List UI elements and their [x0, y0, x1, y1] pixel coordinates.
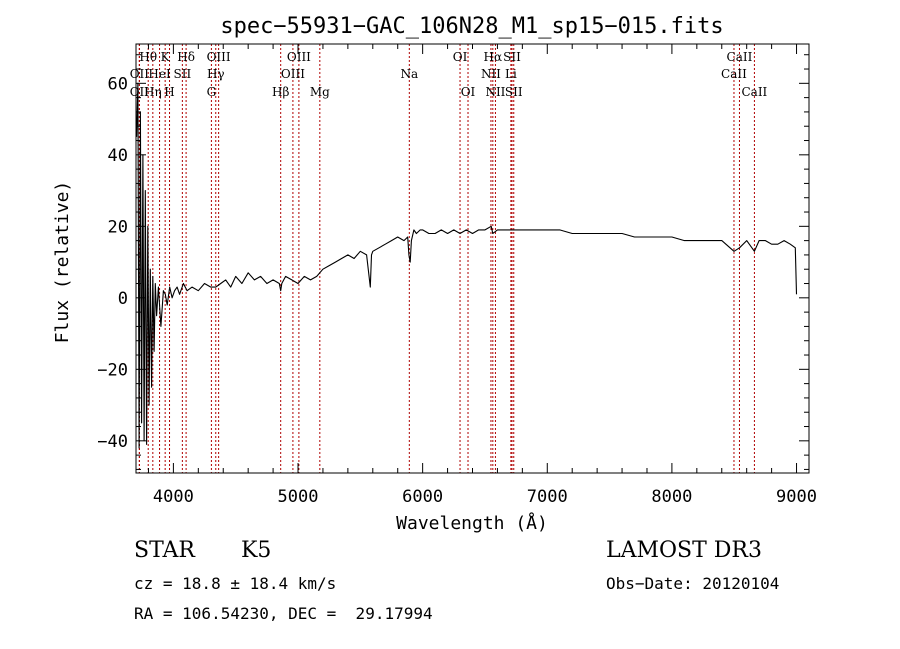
line-label-13: OIII: [281, 67, 305, 81]
line-label-23: Li: [505, 67, 517, 81]
line-label-11: G: [207, 85, 217, 99]
y-axis-label: Flux (relative): [52, 181, 73, 344]
line-label-17: OI: [453, 50, 468, 64]
y-tick-label: −20: [97, 360, 128, 380]
redshift-readout: cz = 18.8 ± 18.4 km/s: [134, 574, 337, 593]
spectrum-line: [136, 82, 798, 449]
line-markers: [138, 44, 755, 473]
line-label-9: OIII: [207, 50, 231, 64]
line-label-12: OIII: [287, 50, 311, 64]
line-label-2: OII: [130, 85, 150, 99]
coordinates-readout: RA = 106.54230, DEC = 29.17994: [134, 604, 433, 623]
line-label-14: Hβ: [272, 85, 289, 99]
line-label-24: SII: [505, 85, 523, 99]
line-label-8: Hδ: [177, 50, 195, 64]
line-label-5: Hη: [144, 85, 162, 99]
y-tick-label: 40: [108, 146, 128, 166]
x-axis-label: Wavelength (Å): [396, 512, 548, 534]
y-tick-label: 0: [118, 289, 128, 309]
line-label-0: Hθ: [139, 50, 157, 64]
line-label-6: SII: [174, 67, 192, 81]
line-label-18: OI: [461, 85, 476, 99]
x-tick-label: 4000: [153, 487, 194, 507]
line-label-19: Hα: [484, 50, 503, 64]
line-label-22: SII: [503, 50, 521, 64]
line-label-3: K: [161, 50, 171, 64]
y-tick-label: −40: [97, 432, 128, 452]
axis-ticks: 4000 5000 6000 7000 8000 9000 −40 −20 0 20 40 60: [97, 44, 817, 507]
line-label-27: CaII: [741, 85, 767, 99]
x-tick-label: 9000: [776, 487, 817, 507]
x-tick-label: 5000: [278, 487, 319, 507]
line-label-20: NII: [481, 67, 501, 81]
line-label-7: H: [164, 85, 174, 99]
survey-name: LAMOST DR3: [606, 538, 762, 563]
line-label-26: CaII: [721, 67, 747, 81]
line-label-1: OII: [130, 67, 150, 81]
line-label-21: NII: [485, 85, 505, 99]
line-label-16: Na: [400, 67, 418, 81]
line-label-10: Hγ: [207, 67, 225, 81]
object-class: STAR: [134, 538, 195, 563]
x-tick-label: 6000: [402, 487, 443, 507]
object-subclass: K5: [241, 538, 272, 563]
x-tick-label: 7000: [527, 487, 568, 507]
line-label-25: CaII: [727, 50, 753, 64]
y-tick-label: 20: [108, 217, 128, 237]
line-label-4: HeI: [148, 67, 171, 81]
line-label-15: Mg: [310, 85, 330, 99]
y-tick-label: 60: [108, 74, 128, 94]
chart-title: spec−55931−GAC_106N28_M1_sp15−015.fits: [220, 14, 723, 39]
observation-date: Obs−Date: 20120104: [606, 574, 780, 593]
x-tick-label: 8000: [651, 487, 692, 507]
plot-frame: [135, 43, 810, 474]
